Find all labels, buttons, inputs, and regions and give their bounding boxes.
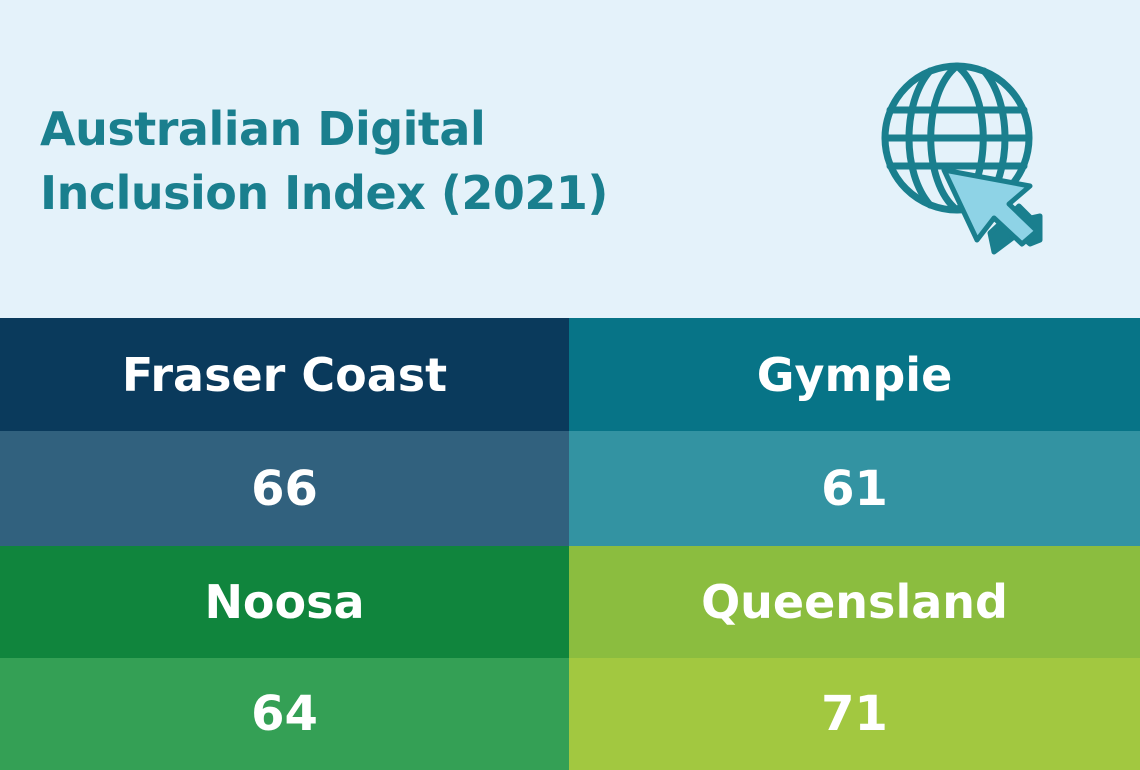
header-panel: Australian Digital Inclusion Index (2021…	[0, 0, 1140, 318]
region-value-queensland: 71	[569, 658, 1140, 770]
title-line-2: Inclusion Index (2021)	[40, 166, 608, 220]
region-value-fraser-coast: 66	[0, 431, 569, 546]
title-line-1: Australian Digital	[40, 102, 486, 156]
region-name-fraser-coast: Fraser Coast	[0, 318, 569, 431]
region-value-noosa: 64	[0, 658, 569, 770]
page-title: Australian Digital Inclusion Index (2021…	[40, 97, 608, 225]
region-value-gympie: 61	[569, 431, 1140, 546]
region-name-noosa: Noosa	[0, 546, 569, 658]
region-name-queensland: Queensland	[569, 546, 1140, 658]
globe-with-cursor-icon	[881, 62, 1043, 255]
region-name-gympie: Gympie	[569, 318, 1140, 431]
region-table: Fraser Coast Gympie 66 61 Noosa Queensla…	[0, 318, 1140, 770]
